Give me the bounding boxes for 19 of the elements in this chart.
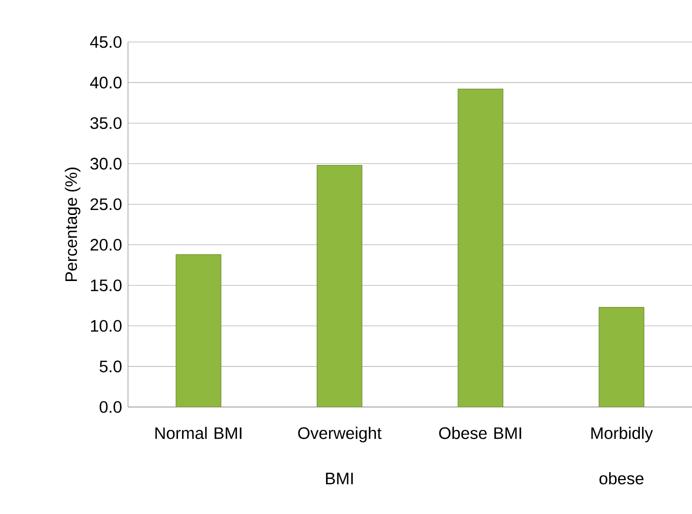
bar bbox=[316, 165, 362, 407]
y-tick-label: 25.0 bbox=[90, 198, 122, 210]
y-tick-label: 20.0 bbox=[90, 238, 122, 251]
y-tick-label: 15.0 bbox=[91, 279, 122, 292]
category-label: Overweight BMI bbox=[298, 426, 382, 484]
bar bbox=[458, 88, 504, 407]
y-tick-label: 5.0 bbox=[100, 360, 122, 372]
y-tick-label: 10.0 bbox=[91, 320, 122, 332]
x-tick-label: Normal BMI bbox=[155, 426, 242, 440]
y-axis-title: Percentage (%) bbox=[64, 168, 80, 282]
bar bbox=[598, 306, 644, 407]
category-label: Morbidly obese bbox=[591, 426, 653, 484]
y-tick-label: 30.0 bbox=[90, 158, 122, 170]
y-tick-label: 0.0 bbox=[100, 401, 122, 413]
y-tick-label: 45.0 bbox=[90, 36, 122, 48]
y-tick-label: 35.0 bbox=[90, 117, 122, 130]
bar bbox=[176, 254, 222, 407]
x-tick-label: Obese BMI bbox=[439, 426, 522, 440]
y-tick-label: 40.0 bbox=[90, 76, 122, 88]
